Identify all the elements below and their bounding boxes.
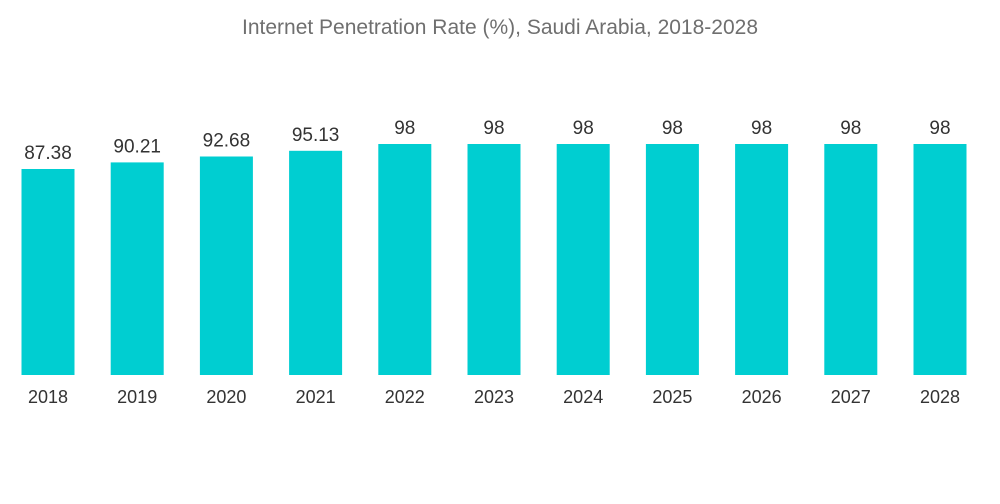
data-label-2025: 98 — [662, 118, 683, 139]
bar-2023 — [467, 144, 521, 375]
x-tick-label-2025: 2025 — [652, 387, 692, 407]
bar-2028 — [913, 144, 967, 375]
data-label-2019: 90.21 — [113, 136, 161, 157]
x-tick-label-2024: 2024 — [563, 387, 603, 407]
bar-2024 — [556, 144, 610, 375]
bar-2020 — [199, 156, 253, 375]
data-label-2021: 95.13 — [292, 125, 340, 146]
chart-title: Internet Penetration Rate (%), Saudi Ara… — [242, 16, 758, 39]
bar-2021 — [289, 150, 343, 375]
data-label-2022: 98 — [394, 118, 415, 139]
bar-2026 — [735, 144, 789, 375]
x-tick-label-2022: 2022 — [385, 387, 425, 407]
bar-2018 — [21, 169, 75, 375]
data-label-2024: 98 — [573, 118, 594, 139]
data-label-2028: 98 — [929, 118, 950, 139]
x-tick-label-2023: 2023 — [474, 387, 514, 407]
bar-2025 — [645, 144, 699, 375]
x-tick-label-2026: 2026 — [742, 387, 782, 407]
bar-2022 — [378, 144, 432, 375]
data-label-2020: 92.68 — [203, 131, 251, 152]
bar-2019 — [110, 162, 164, 375]
x-tick-label-2028: 2028 — [920, 387, 960, 407]
x-tick-label-2027: 2027 — [831, 387, 871, 407]
x-tick-label-2018: 2018 — [28, 387, 68, 407]
bar-2027 — [824, 144, 878, 375]
x-tick-label-2021: 2021 — [296, 387, 336, 407]
data-label-2018: 87.38 — [24, 143, 72, 164]
data-label-2027: 98 — [840, 118, 861, 139]
data-label-2023: 98 — [483, 118, 504, 139]
x-tick-label-2020: 2020 — [206, 387, 246, 407]
x-tick-label-2019: 2019 — [117, 387, 157, 407]
data-label-2026: 98 — [751, 118, 772, 139]
